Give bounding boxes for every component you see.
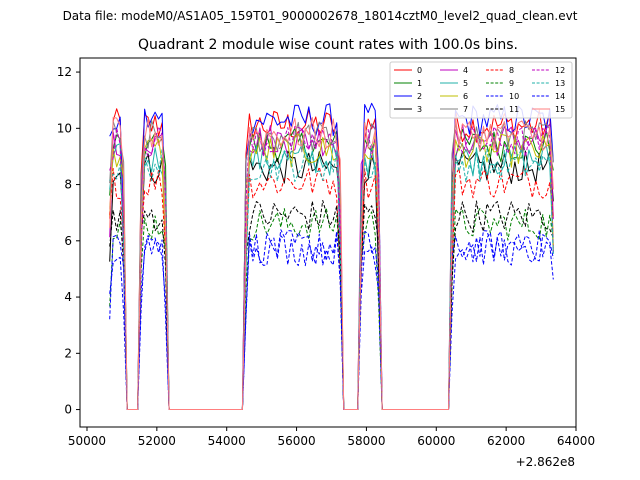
y-tick-label: 8 <box>64 178 72 192</box>
legend-label: 7 <box>463 105 468 114</box>
legend-label: 1 <box>417 79 422 88</box>
x-tick-label: 54000 <box>208 434 246 448</box>
legend-label: 5 <box>463 79 468 88</box>
legend-label: 0 <box>417 66 422 75</box>
y-axis: 0 2 4 6 8 10 12 <box>57 65 80 417</box>
chart-title: Quadrant 2 module wise count rates with … <box>138 37 518 53</box>
plot-frame <box>79 57 577 428</box>
x-tick-label: 64000 <box>557 434 595 448</box>
x-tick-label: 52000 <box>138 434 176 448</box>
x-tick-label: 62000 <box>487 434 525 448</box>
y-tick-label: 0 <box>64 403 72 417</box>
legend-label: 4 <box>463 66 468 75</box>
legend-label: 2 <box>417 92 422 101</box>
y-tick-label: 4 <box>64 290 72 304</box>
y-tick-label: 6 <box>64 234 72 248</box>
x-tick-label: 50000 <box>68 434 106 448</box>
legend-label: 3 <box>417 105 422 114</box>
legend-label: 14 <box>555 92 565 101</box>
legend-label: 9 <box>509 79 514 88</box>
x-axis: 50000 52000 54000 56000 58000 60000 62000 64000 <box>68 427 595 448</box>
legend-label: 8 <box>509 66 514 75</box>
x-tick-label: 60000 <box>417 434 455 448</box>
x-tick-label: 56000 <box>277 434 315 448</box>
series-line-8 <box>109 166 554 411</box>
plot-lines <box>109 102 554 411</box>
legend-label: 15 <box>555 105 565 114</box>
legend-label: 13 <box>555 79 565 88</box>
x-tick-label: 58000 <box>347 434 385 448</box>
series-line-15 <box>109 116 554 411</box>
chart-subtitle: Data file: modeM0/AS1A05_159T01_90000026… <box>63 9 578 23</box>
legend-label: 10 <box>509 92 519 101</box>
legend-label: 6 <box>463 92 468 101</box>
legend-label: 11 <box>509 105 519 114</box>
x-offset-label: +2.862e8 <box>516 455 575 469</box>
legend-label: 12 <box>555 66 565 75</box>
series-line-14 <box>109 232 554 411</box>
legend-box <box>389 61 573 119</box>
y-tick-label: 2 <box>64 346 72 360</box>
y-tick-label: 10 <box>57 121 72 135</box>
y-tick-label: 12 <box>57 65 72 79</box>
